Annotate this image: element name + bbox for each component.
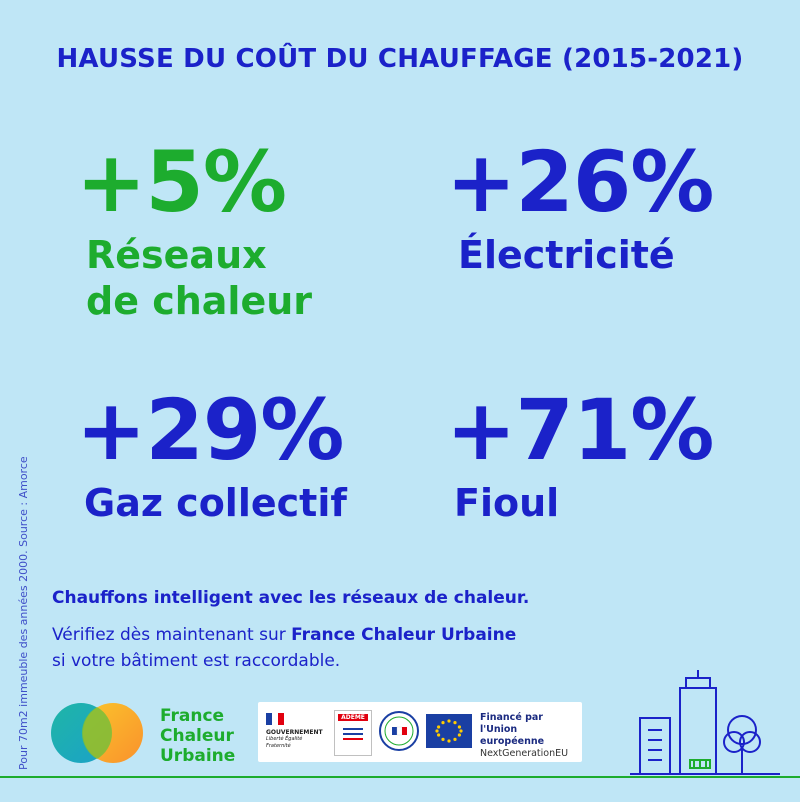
brand-line1: France <box>160 706 225 726</box>
stat-label: Réseaux de chaleur <box>86 232 312 324</box>
page-title: HAUSSE DU COÛT DU CHAUFFAGE (2015-2021) <box>56 44 744 74</box>
stat-value: +5% <box>76 133 287 231</box>
eu-funding-text: Financé par l'Union européenne NextGener… <box>480 712 582 760</box>
stat-fuel-oil: +71% Fioul <box>446 381 714 526</box>
government-logo: GOUVERNEMENT Liberté Égalité Fraternité <box>266 710 328 754</box>
cta-brand-link[interactable]: France Chaleur Urbaine <box>291 625 517 645</box>
stat-label: Électricité <box>458 233 675 277</box>
cta-prefix: Vérifiez dès maintenant sur <box>52 625 292 645</box>
stat-value: +29% <box>76 381 344 479</box>
heat-network-line <box>0 776 800 778</box>
ademe-label: ADEME <box>338 714 368 721</box>
ademe-logo: ADEME <box>334 710 372 756</box>
partner-logos: GOUVERNEMENT Liberté Égalité Fraternité … <box>258 702 582 762</box>
government-motto: Liberté Égalité Fraternité <box>266 736 303 749</box>
stat-label: Fioul <box>454 481 560 525</box>
stat-label: Gaz collectif <box>84 481 347 525</box>
french-flag-icon <box>266 713 284 725</box>
cta-headline: Chauffons intelligent avec les réseaux d… <box>52 588 530 608</box>
government-label: GOUVERNEMENT <box>266 729 323 736</box>
eu-line2: l'Union européenne <box>480 724 545 747</box>
stat-label-line1: Réseaux <box>86 233 267 277</box>
eu-line1: Financé par <box>480 712 543 723</box>
stat-district-heating: +5% Réseaux de chaleur <box>76 140 312 324</box>
stat-label-line2: de chaleur <box>86 279 313 323</box>
brand-name: France Chaleur Urbaine <box>160 706 235 766</box>
source-note: Pour 70m2 immeuble des années 2000. Sour… <box>10 430 30 770</box>
brand-line2: Chaleur <box>160 726 234 746</box>
ademe-graphic-icon <box>343 728 363 740</box>
stat-electricity: +26% Électricité <box>446 133 714 278</box>
stat-collective-gas: +29% Gaz collectif <box>76 388 347 526</box>
cta-text: Vérifiez dès maintenant sur France Chale… <box>52 622 672 674</box>
stat-value: +26% <box>446 133 714 231</box>
eu-line3: NextGenerationEU <box>480 748 569 759</box>
cta-suffix: si votre bâtiment est raccordable. <box>52 651 341 671</box>
france-relance-logo-icon <box>379 711 419 751</box>
city-buildings-icon <box>630 670 780 775</box>
eu-flag-icon <box>426 714 472 748</box>
source-note-text: Pour 70m2 immeuble des années 2000. Sour… <box>17 456 30 770</box>
stat-value: +71% <box>446 381 714 479</box>
brand-logo-icon <box>51 703 143 763</box>
brand-line3: Urbaine <box>160 746 236 766</box>
